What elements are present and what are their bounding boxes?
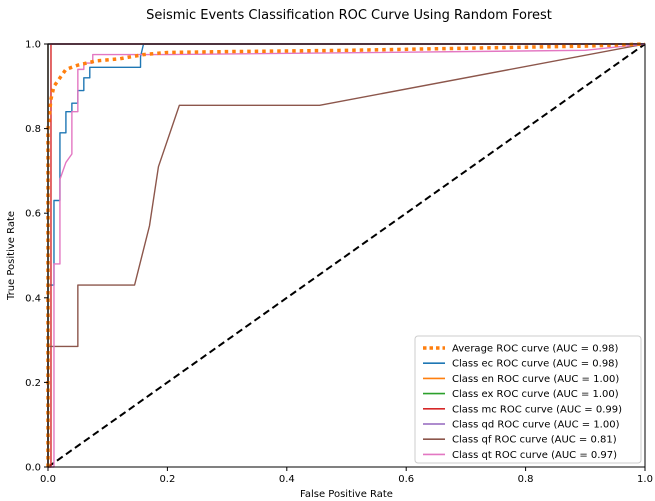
- legend-label: Class qt ROC curve (AUC = 0.97): [452, 450, 617, 461]
- x-tick-label: 0.0: [40, 474, 56, 485]
- y-tick-label: 0.2: [25, 378, 41, 389]
- axis-ticks: 0.0 0.2 0.4 0.6 0.8 1.0 0.0 0.2 0.4 0.6 0.8 1.0: [25, 40, 653, 486]
- plot-frame: [47, 43, 646, 468]
- x-tick-label: 0.2: [159, 474, 175, 485]
- y-tick-label: 1.0: [25, 40, 41, 51]
- y-axis-label: True Positive Rate: [6, 211, 17, 301]
- x-axis-label: False Positive Rate: [300, 489, 393, 500]
- legend-label: Class en ROC curve (AUC = 1.00): [452, 374, 619, 385]
- y-tick-label: 0.0: [25, 463, 41, 474]
- legend-label: Class qf ROC curve (AUC = 0.81): [452, 435, 617, 446]
- legend-box: [414, 335, 642, 464]
- legend-label: Class mc ROC curve (AUC = 0.99): [452, 404, 622, 415]
- legend-label: Class ec ROC curve (AUC = 0.98): [452, 359, 619, 370]
- x-tick-label: 0.6: [398, 474, 414, 485]
- chart-title: Seismic Events Classification ROC Curve …: [146, 8, 552, 23]
- y-tick-label: 0.6: [25, 209, 41, 220]
- series-line-qf: [47, 43, 646, 467]
- x-tick-label: 0.8: [518, 474, 534, 485]
- y-tick-label: 0.4: [25, 293, 41, 304]
- chart-legend: Average ROC curve (AUC = 0.98) Class ec R…: [414, 335, 642, 464]
- diagonal-reference-line: [47, 43, 646, 468]
- series-line-average: [46, 42, 646, 467]
- legend-label: Class qd ROC curve (AUC = 1.00): [452, 420, 620, 431]
- x-tick-label: 1.0: [637, 474, 653, 485]
- series-line-ec: [47, 43, 645, 467]
- x-tick-label: 0.4: [279, 474, 295, 485]
- legend-label: Class ex ROC curve (AUC = 1.00): [452, 389, 619, 400]
- y-tick-label: 0.8: [25, 124, 41, 135]
- legend-label: Average ROC curve (AUC = 0.98): [452, 344, 618, 355]
